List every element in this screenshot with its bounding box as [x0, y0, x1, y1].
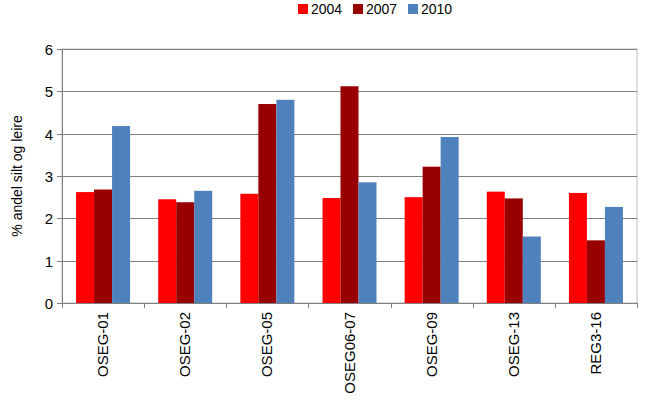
- bar: [341, 86, 359, 303]
- y-tick-label: 0: [45, 295, 53, 312]
- chart-svg: 0 1 2 3 4 5 6 OSEG-01 OSEG-02 OSEG-05 OSEG06-07 OSE…: [0, 0, 645, 417]
- bar: [523, 237, 541, 303]
- y-tick: [57, 303, 62, 304]
- bar: [158, 199, 176, 303]
- chart-container: 0 1 2 3 4 5 6 OSEG-01 OSEG-02 OSEG-05 OSEG06-07 OSE…: [0, 0, 645, 417]
- x-axis: [62, 303, 637, 304]
- x-tick: [473, 303, 474, 308]
- y-tick-label: 2: [45, 210, 53, 227]
- legend-label: 2010: [421, 1, 452, 17]
- y-tick: [57, 49, 62, 50]
- y-axis-label: % andel silt og leire: [9, 115, 25, 237]
- y-axis: [62, 49, 63, 303]
- y-tick: [57, 91, 62, 92]
- bar: [505, 198, 523, 303]
- x-tick: [226, 303, 227, 308]
- bar: [176, 202, 194, 303]
- bar: [94, 190, 112, 303]
- grid-line: [62, 49, 637, 50]
- y-tick-label: 6: [45, 41, 53, 58]
- bar: [359, 182, 377, 303]
- legend-swatch: [408, 4, 418, 14]
- y-tick: [57, 176, 62, 177]
- x-tick-label: OSEG-05: [258, 312, 275, 377]
- x-tick: [62, 303, 63, 308]
- y-tick-label: 3: [45, 168, 53, 185]
- bar: [569, 193, 587, 303]
- bar: [405, 197, 423, 303]
- y-tick: [57, 218, 62, 219]
- grid-line: [62, 303, 637, 304]
- y-tick-label: 4: [45, 126, 53, 143]
- bar: [323, 198, 341, 303]
- y-tick-label: 1: [45, 253, 53, 270]
- x-tick-label: OSEG-13: [505, 312, 522, 377]
- x-tick: [391, 303, 392, 308]
- x-tick-label: REG3-16: [587, 312, 604, 375]
- x-tick: [637, 303, 638, 308]
- bar: [112, 126, 130, 303]
- bar: [423, 167, 441, 303]
- y-tick-label: 5: [45, 83, 53, 100]
- y-tick: [57, 261, 62, 262]
- plot-frame: [62, 49, 637, 303]
- bar: [276, 100, 294, 303]
- y-tick: [57, 134, 62, 135]
- legend-swatch: [353, 4, 363, 14]
- legend-label: 2004: [311, 1, 342, 17]
- bar: [258, 104, 276, 303]
- x-tick: [144, 303, 145, 308]
- bar: [240, 194, 258, 303]
- bar: [194, 191, 212, 303]
- bar: [605, 207, 623, 303]
- bar: [441, 137, 459, 303]
- x-tick-label: OSEG-01: [94, 312, 111, 377]
- x-tick-label: OSEG-02: [176, 312, 193, 377]
- legend-swatch: [298, 4, 308, 14]
- bar: [587, 240, 605, 303]
- x-tick-label: OSEG06-07: [341, 312, 358, 394]
- x-tick-label: OSEG-09: [423, 312, 440, 377]
- legend-label: 2007: [366, 1, 397, 17]
- bars: [76, 86, 623, 303]
- x-tick: [308, 303, 309, 308]
- bar: [76, 192, 94, 303]
- legend: 2004 2007 2010: [298, 1, 452, 17]
- x-tick: [555, 303, 556, 308]
- bar: [487, 192, 505, 303]
